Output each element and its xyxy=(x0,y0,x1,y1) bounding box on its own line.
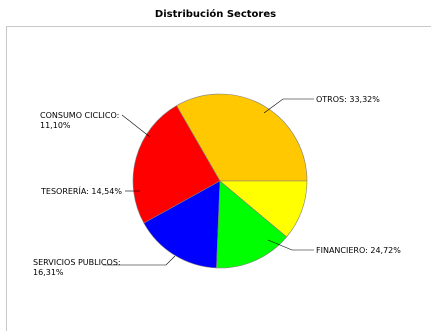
slice-label-line: TESORERÍA: 14,54% xyxy=(40,185,122,196)
leader-line xyxy=(267,239,314,251)
slice-label: OTROS: 33,32% xyxy=(316,95,380,104)
slice-label: TESORERÍA: 14,54% xyxy=(40,185,122,196)
slice-labels: OTROS: 33,32% FINANCIERO: 24,72% SERVICIOS… xyxy=(33,95,401,277)
slice-label-line: CONSUMO CICLICO: xyxy=(40,111,119,120)
plot-frame xyxy=(6,26,431,331)
pie-slice xyxy=(216,180,288,269)
pie-slice xyxy=(219,180,308,238)
leader-line xyxy=(103,255,176,266)
pie-slice xyxy=(143,180,221,269)
pie-slice xyxy=(132,105,221,224)
leader-line xyxy=(263,98,314,114)
pie-slices xyxy=(132,93,308,269)
slice-label-line: 11,10% xyxy=(40,121,71,130)
leader-lines xyxy=(103,98,314,266)
slice-label-line: OTROS: 33,32% xyxy=(316,95,380,104)
chart-title: Distribución Sectores xyxy=(154,9,277,20)
pie-slice xyxy=(176,93,308,182)
slice-label: CONSUMO CICLICO: 11,10% xyxy=(40,111,119,130)
slice-label: FINANCIERO: 24,72% xyxy=(316,246,401,255)
slice-label-line: SERVICIOS PUBLICOS: xyxy=(33,258,121,267)
slice-label-line: 16,31% xyxy=(33,268,64,277)
slice-label: SERVICIOS PUBLICOS: 16,31% xyxy=(33,258,121,277)
slice-label-line: FINANCIERO: 24,72% xyxy=(316,246,401,255)
leader-line xyxy=(121,114,151,138)
